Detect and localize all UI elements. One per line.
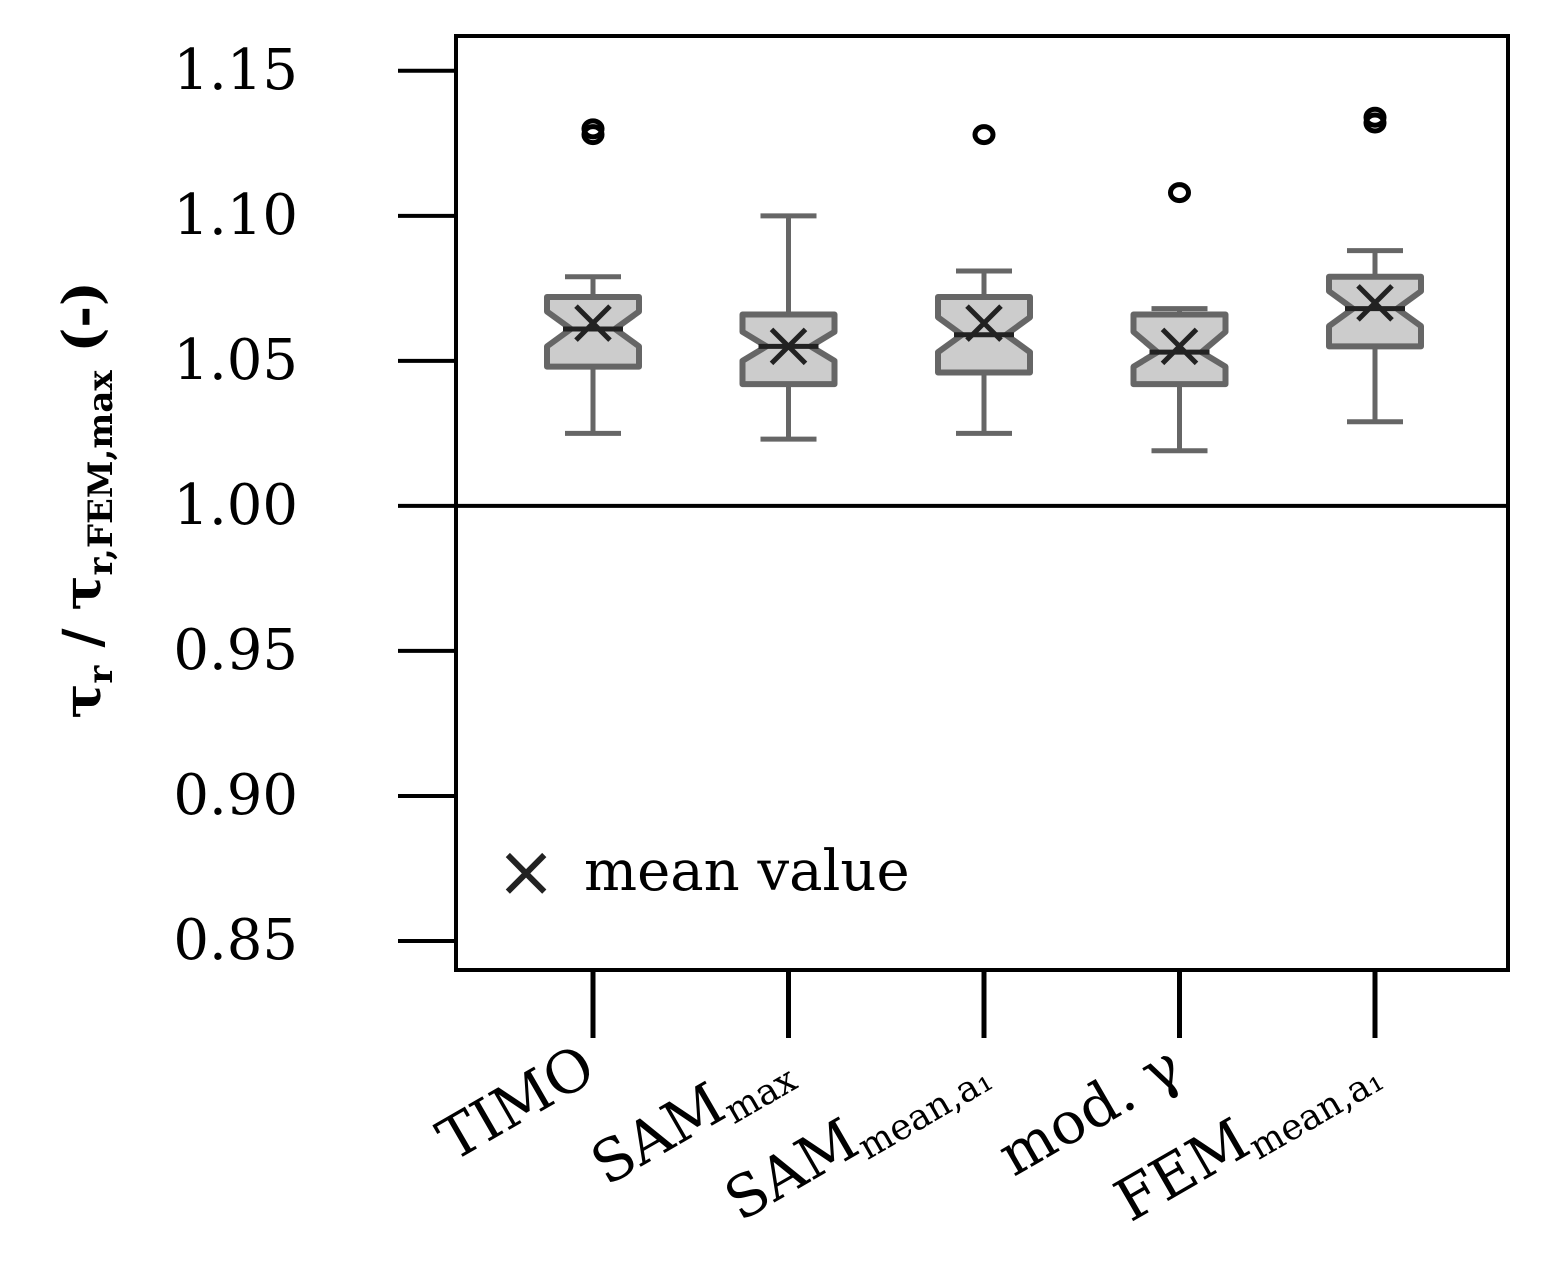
- category-label: SAMmean,a₁: [713, 1031, 999, 1238]
- notched-box: [544, 294, 642, 370]
- box-layer: [544, 106, 1424, 454]
- outlier-point: [581, 118, 605, 140]
- y-tick-label: 0.90: [173, 763, 298, 828]
- legend-label: mean value: [584, 839, 910, 904]
- mean-marker: [1160, 327, 1199, 366]
- y-tick-label: 1.05: [173, 328, 298, 393]
- legend: × mean value: [496, 829, 910, 913]
- mean-marker: [574, 304, 612, 342]
- legend-mean-marker: ×: [496, 829, 556, 913]
- outlier-point: [972, 124, 996, 146]
- y-tick-label: 1.15: [173, 38, 298, 103]
- plot-frame: [454, 34, 1510, 972]
- y-axis-label: τr / τr,FEM,max (-): [52, 281, 121, 718]
- box-group: [739, 213, 838, 442]
- box-group: [1326, 106, 1424, 425]
- box-group: [544, 118, 642, 436]
- y-tick-label: 0.95: [173, 618, 298, 683]
- tick-layer: 0.85 0.90 0.95 1.00 1.05 1.10 1.15: [173, 38, 456, 973]
- outlier-point: [1168, 182, 1191, 204]
- outlier-point: [1363, 106, 1387, 128]
- box-group: [1130, 182, 1229, 454]
- y-tick-label: 1.10: [173, 183, 298, 248]
- y-tick-label: 1.00: [173, 473, 298, 538]
- notched-box: [1326, 273, 1424, 350]
- mean-marker: [1356, 284, 1394, 322]
- mean-marker: [965, 304, 1003, 342]
- box-group: [935, 124, 1033, 436]
- category-label: TIMO: [426, 1031, 606, 1174]
- mean-marker: [769, 327, 808, 366]
- y-tick-label: 0.85: [173, 908, 298, 973]
